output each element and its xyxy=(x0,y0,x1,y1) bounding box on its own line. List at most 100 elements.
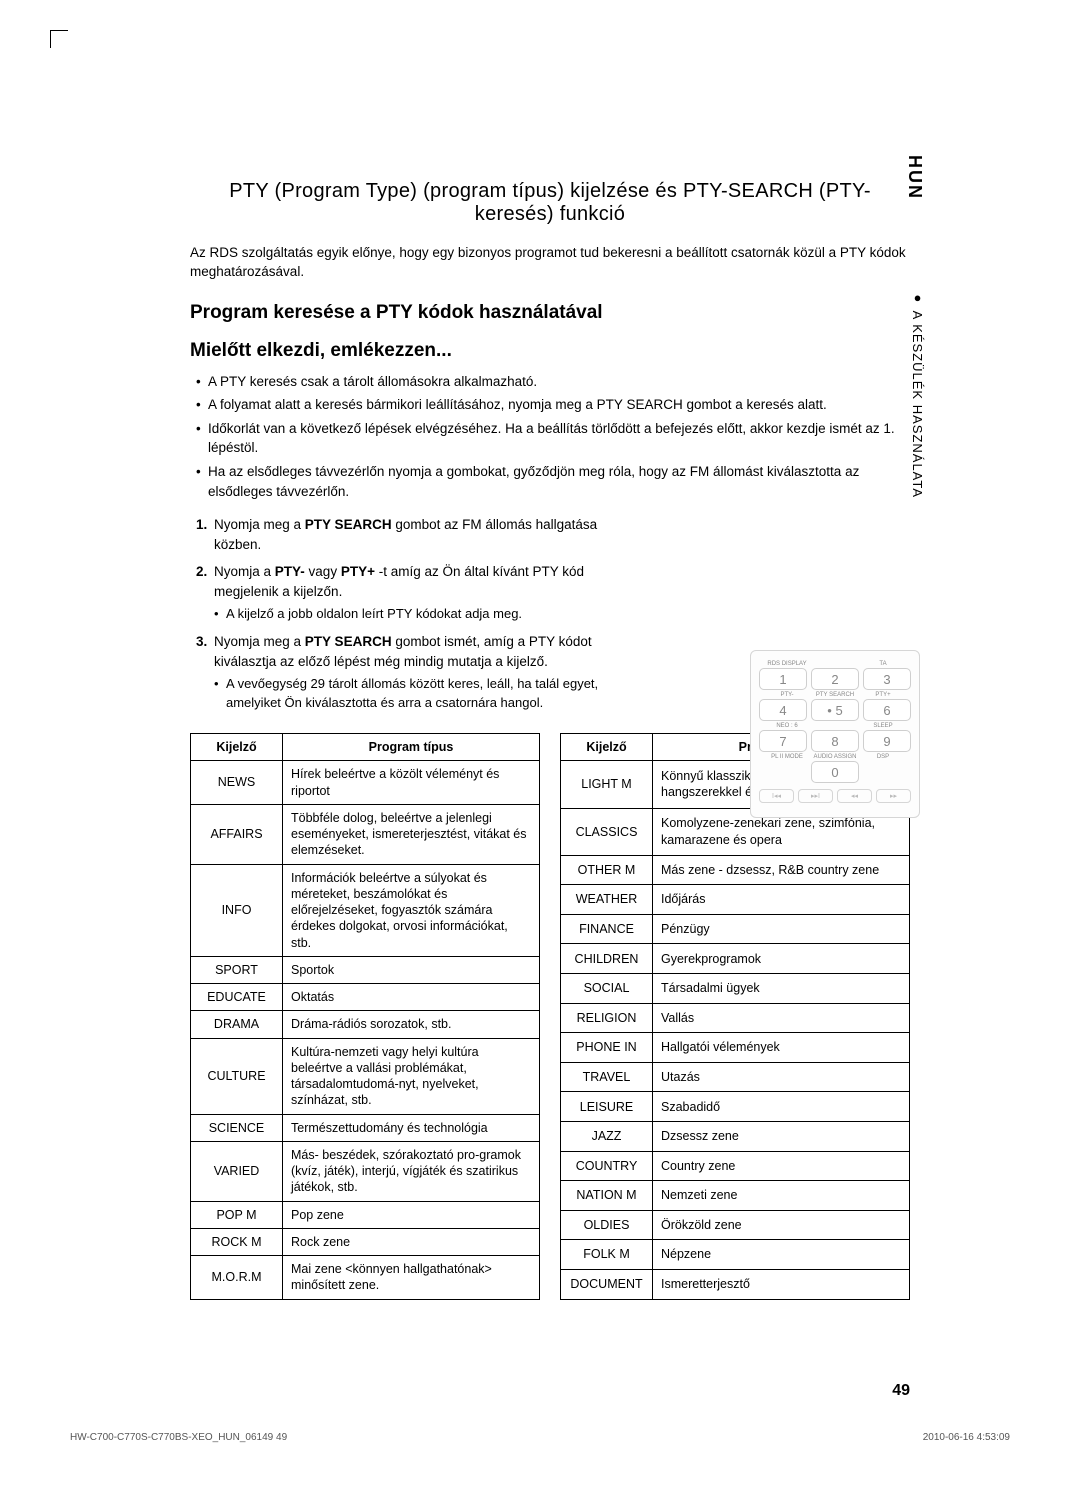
footer-filename: HW-C700-C770S-C770BS-XEO_HUN_06149 49 xyxy=(70,1432,287,1443)
table-row: OTHER MMás zene - dzsessz, R&B country z… xyxy=(561,855,910,885)
pty-code: AFFAIRS xyxy=(191,804,283,864)
keypad-button[interactable]: 7 xyxy=(759,730,807,752)
remote-keypad: RDS DISPLAYTA123PTY-PTY SEARCHPTY+4• 56N… xyxy=(750,650,920,818)
pty-code: NEWS xyxy=(191,761,283,805)
pty-desc: Pop zene xyxy=(283,1201,540,1228)
pty-desc: Örökzöld zene xyxy=(653,1210,910,1240)
keypad-button[interactable]: 2 xyxy=(811,668,859,690)
keypad-nav-button[interactable]: I◂◂ xyxy=(759,789,794,803)
pty-code: LEISURE xyxy=(561,1092,653,1122)
keypad-button[interactable]: 1 xyxy=(759,668,807,690)
pty-code: OLDIES xyxy=(561,1210,653,1240)
pty-desc: Gyerekprogramok xyxy=(653,944,910,974)
pty-desc: Információk beleértve a súlyokat és mére… xyxy=(283,864,540,956)
pty-desc: Oktatás xyxy=(283,984,540,1011)
table-row: INFOInformációk beleértve a súlyokat és … xyxy=(191,864,540,956)
bullet-item: Időkorlát van a következő lépések elvégz… xyxy=(196,419,910,458)
pty-table-1: Kijelző Program típus NEWSHírek beleértv… xyxy=(190,733,540,1300)
pty-desc: Kultúra-nemzeti vagy helyi kultúra beleé… xyxy=(283,1038,540,1114)
pty-code: TRAVEL xyxy=(561,1062,653,1092)
keypad-nav-button[interactable]: ◂◂ xyxy=(837,789,872,803)
pty-code: DRAMA xyxy=(191,1011,283,1038)
table-row: SCIENCETermészettudomány és technológia xyxy=(191,1114,540,1141)
th-type: Program típus xyxy=(283,734,540,761)
pty-desc: Mai zene <könnyen hallgathatónak> minősí… xyxy=(283,1256,540,1300)
pty-table-2: Kijelző Program típus LIGHT MKönnyű klas… xyxy=(560,733,910,1300)
heading-remember: Mielőtt elkezdi, emlékezzen... xyxy=(190,340,910,362)
table-row: NATION MNemzeti zene xyxy=(561,1181,910,1211)
page-number: 49 xyxy=(892,1382,910,1400)
pty-desc: Sportok xyxy=(283,956,540,983)
table-row: PHONE INHallgatói vélemények xyxy=(561,1033,910,1063)
step-item: 1.Nyomja meg a PTY SEARCH gombot az FM á… xyxy=(196,515,620,554)
pty-code: INFO xyxy=(191,864,283,956)
footer-timestamp: 2010-06-16 4:53:09 xyxy=(923,1432,1010,1443)
steps-list: 1.Nyomja meg a PTY SEARCH gombot az FM á… xyxy=(190,515,620,713)
bullet-item: A folyamat alatt a keresés bármikori leá… xyxy=(196,395,910,415)
table-row: JAZZDzsessz zene xyxy=(561,1121,910,1151)
pty-desc: Szabadidő xyxy=(653,1092,910,1122)
step-sub: A vevőegység 29 tárolt állomás között ke… xyxy=(214,675,620,713)
pty-code: WEATHER xyxy=(561,885,653,915)
pty-code: FINANCE xyxy=(561,914,653,944)
keypad-button[interactable]: 6 xyxy=(863,699,911,721)
table-row: LEISURESzabadidő xyxy=(561,1092,910,1122)
intro-text: Az RDS szolgáltatás egyik előnye, hogy e… xyxy=(190,244,910,282)
keypad-nav-button[interactable]: ▸▸I xyxy=(798,789,833,803)
pty-desc: Többféle dolog, beleértve a jelenlegi es… xyxy=(283,804,540,864)
th-display: Kijelző xyxy=(191,734,283,761)
keypad-button[interactable]: 0 xyxy=(811,761,859,783)
table-row: SOCIALTársadalmi ügyek xyxy=(561,974,910,1004)
keypad-button[interactable]: 9 xyxy=(863,730,911,752)
bullet-item: A PTY keresés csak a tárolt állomásokra … xyxy=(196,372,910,392)
pty-code: PHONE IN xyxy=(561,1033,653,1063)
pty-desc: Pénzügy xyxy=(653,914,910,944)
table-row: DOCUMENTIsmeretterjesztő xyxy=(561,1269,910,1299)
pty-code: JAZZ xyxy=(561,1121,653,1151)
table-row: M.O.R.MMai zene <könnyen hallgathatónak>… xyxy=(191,1256,540,1300)
bullet-list: A PTY keresés csak a tárolt állomásokra … xyxy=(190,372,910,501)
table-row: AFFAIRSTöbbféle dolog, beleértve a jelen… xyxy=(191,804,540,864)
keypad-nav-button[interactable]: ▸▸ xyxy=(876,789,911,803)
pty-desc: Hallgatói vélemények xyxy=(653,1033,910,1063)
table-row: CHILDRENGyerekprogramok xyxy=(561,944,910,974)
pty-desc: Utazás xyxy=(653,1062,910,1092)
pty-code: ROCK M xyxy=(191,1228,283,1255)
pty-code: OTHER M xyxy=(561,855,653,885)
section-side-label: A KÉSZÜLÉK HASZNÁLATA xyxy=(910,290,925,498)
pty-code: EDUCATE xyxy=(191,984,283,1011)
pty-code: SOCIAL xyxy=(561,974,653,1004)
page-title: PTY (Program Type) (program típus) kijel… xyxy=(190,180,910,226)
table-row: ROCK MRock zene xyxy=(191,1228,540,1255)
step-item: 3.Nyomja meg a PTY SEARCH gombot ismét, … xyxy=(196,632,620,713)
th-display: Kijelző xyxy=(561,734,653,761)
heading-search: Program keresése a PTY kódok használatáv… xyxy=(190,302,910,324)
pty-desc: Természettudomány és technológia xyxy=(283,1114,540,1141)
table-row: OLDIESÖrökzöld zene xyxy=(561,1210,910,1240)
pty-desc: Country zene xyxy=(653,1151,910,1181)
table-row: TRAVELUtazás xyxy=(561,1062,910,1092)
pty-code: COUNTRY xyxy=(561,1151,653,1181)
pty-desc: Időjárás xyxy=(653,885,910,915)
keypad-button[interactable]: • 5 xyxy=(811,699,859,721)
pty-code: CULTURE xyxy=(191,1038,283,1114)
pty-code: M.O.R.M xyxy=(191,1256,283,1300)
pty-desc: Dráma-rádiós sorozatok, stb. xyxy=(283,1011,540,1038)
pty-desc: Társadalmi ügyek xyxy=(653,974,910,1004)
table-row: FOLK MNépzene xyxy=(561,1240,910,1270)
pty-desc: Ismeretterjesztő xyxy=(653,1269,910,1299)
keypad-button[interactable]: 3 xyxy=(863,668,911,690)
pty-desc: Rock zene xyxy=(283,1228,540,1255)
pty-desc: Dzsessz zene xyxy=(653,1121,910,1151)
crop-mark xyxy=(50,30,68,48)
keypad-button[interactable]: 4 xyxy=(759,699,807,721)
pty-desc: Vallás xyxy=(653,1003,910,1033)
pty-tables: Kijelző Program típus NEWSHírek beleértv… xyxy=(190,733,910,1300)
pty-code: LIGHT M xyxy=(561,761,653,808)
pty-code: FOLK M xyxy=(561,1240,653,1270)
page-content: PTY (Program Type) (program típus) kijel… xyxy=(190,180,910,1300)
pty-code: DOCUMENT xyxy=(561,1269,653,1299)
bullet-item: Ha az elsődleges távvezérlőn nyomja a go… xyxy=(196,462,910,501)
keypad-button[interactable]: 8 xyxy=(811,730,859,752)
pty-code: CHILDREN xyxy=(561,944,653,974)
